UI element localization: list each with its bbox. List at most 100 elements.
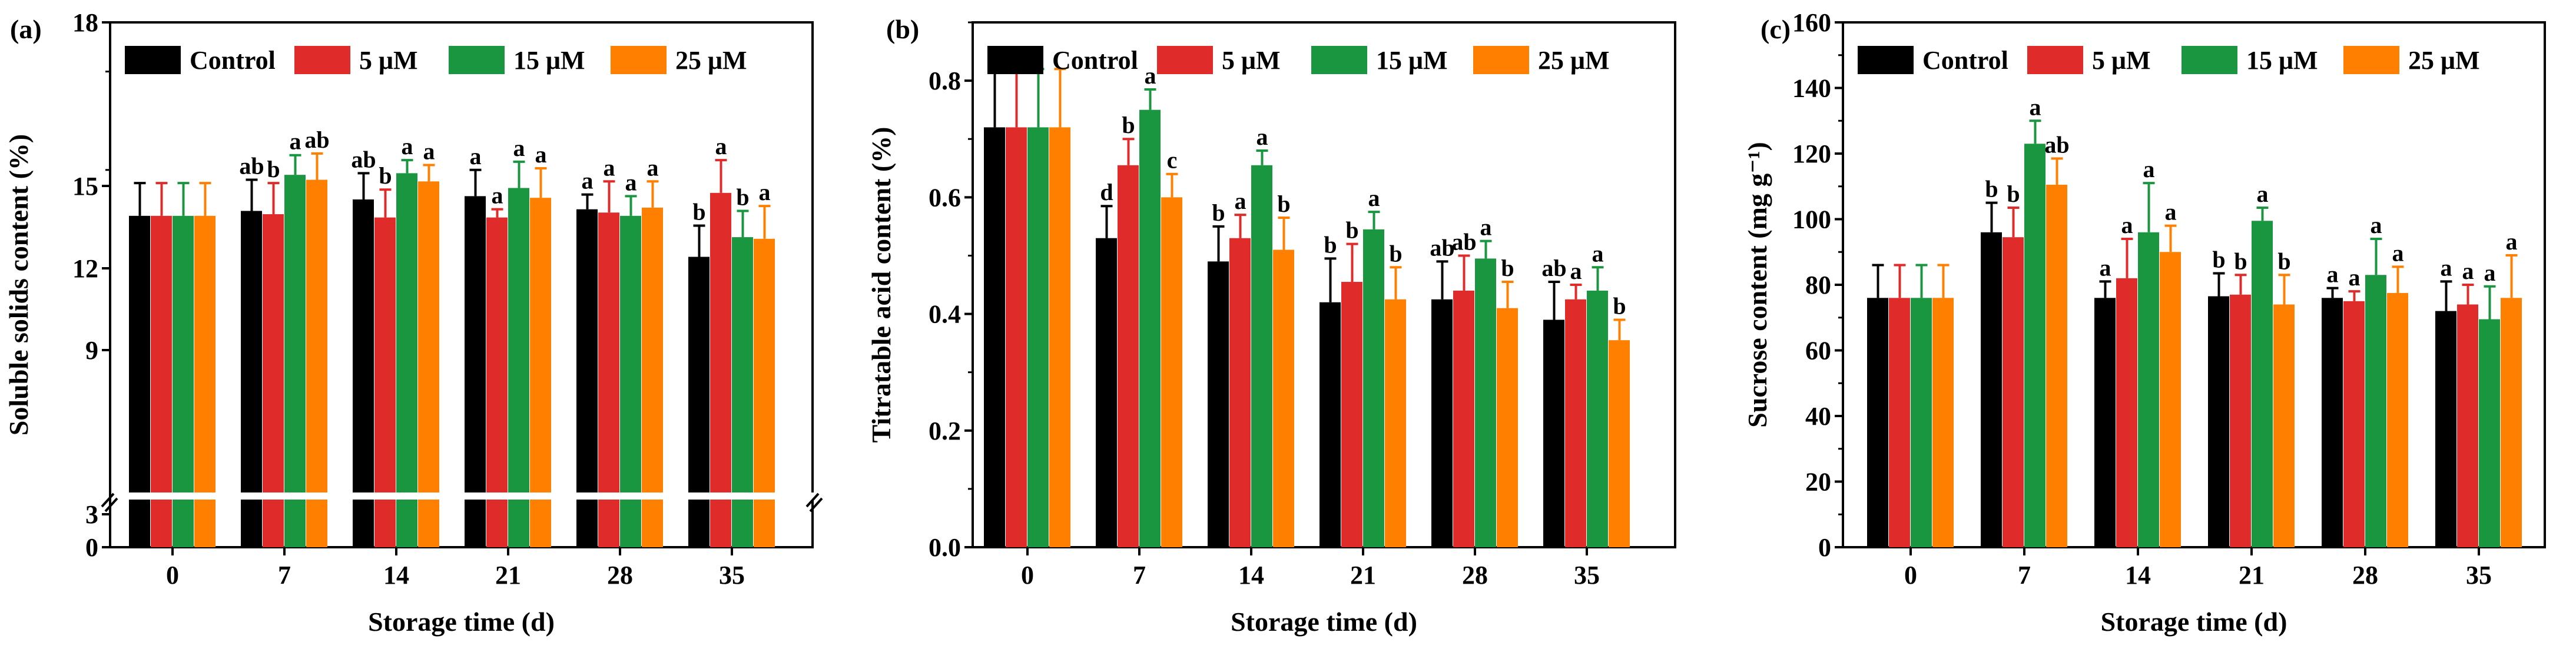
x-tick-label: 14 [383,561,409,590]
bar [2322,298,2343,547]
legend-label: 25 μM [2408,46,2479,75]
y-tick-label: 0 [1818,533,1831,562]
x-tick-label: 28 [607,561,633,590]
x-axis-title: Storage time (d) [2101,607,2287,637]
y-axis-title: Soluble solids content (%) [4,134,34,435]
legend-label: 25 μM [1538,46,1609,75]
bar [1889,298,1910,547]
significance-letter: ab [1430,234,1454,261]
significance-letter: a [2143,156,2155,182]
bar [1363,229,1384,547]
y-tick-label: 100 [1792,205,1831,234]
x-tick-label: 0 [1021,561,1034,590]
significance-letter: b [1389,240,1402,267]
bar [1096,238,1117,547]
bar [1981,232,2002,547]
bar [2094,298,2116,547]
bar [576,209,598,547]
bar [710,192,731,547]
x-tick-label: 35 [719,561,745,590]
legend-label: Control [1922,46,2008,75]
legend-swatch [449,46,505,74]
legend-swatch [1311,46,1367,74]
legend-swatch [1858,46,1914,74]
bar [486,217,508,547]
significance-letter: a [1368,185,1380,211]
y-axis-title: Titratable acid content (%) [866,127,896,442]
significance-letter: a [513,135,525,161]
significance-letter: a [2257,181,2269,207]
significance-letter: ab [1451,228,1476,255]
significance-letter: a [2371,212,2382,238]
significance-letter: a [625,169,637,195]
bar [2435,311,2456,547]
significance-letter: a [647,154,659,181]
bar [263,214,284,547]
significance-letter: b [267,156,280,182]
significance-letter: a [1256,124,1268,150]
significance-letter: a [2121,212,2133,238]
bar [1431,299,1453,547]
bar [1385,299,1406,547]
significance-letter: ab [1541,255,1566,281]
significance-letter: a [423,138,435,164]
bar [151,215,172,547]
x-tick-label: 21 [1350,561,1376,590]
y-tick-label: 9 [85,336,98,365]
bar [194,215,216,547]
significance-letter: b [2277,248,2290,274]
plot-frame [109,21,814,548]
legend-label: 15 μM [1376,46,1447,75]
significance-letter: a [2100,254,2111,281]
legend-swatch [611,46,667,74]
bar [2024,144,2045,547]
significance-letter: b [2007,181,2020,207]
bar [1497,308,1518,547]
significance-letter: a [604,154,615,181]
significance-letter: a [2165,199,2177,225]
y-axis-title: Sucrose content (mg g⁻¹) [1742,142,1772,428]
bar [984,127,1005,547]
legend-label: 15 μM [513,46,585,75]
legend: Control 5 μM 15 μM 25 μM [987,46,1609,75]
bar [1587,290,1608,547]
bar [1565,299,1586,547]
x-axis-title: Storage time (d) [1231,607,1417,637]
axis-break-gap [112,492,811,500]
bar [1049,127,1070,547]
bar [2273,304,2295,547]
bar [1453,290,1474,547]
bar [2479,319,2500,547]
bar [374,217,396,547]
bar [1320,302,1341,547]
significance-letter: a [535,141,547,168]
significance-letter: a [1480,214,1492,241]
significance-letter: a [2506,228,2518,255]
y-tick-label: 12 [72,254,98,283]
significance-letter: a [2484,259,2496,286]
bar [396,173,417,548]
y-tick-label: 140 [1792,74,1831,103]
significance-letter: a [2392,239,2404,266]
significance-letter: b [1324,231,1337,258]
panel-label: (b) [886,14,919,44]
bar [2501,298,2522,547]
bar [1911,298,1932,547]
bar [2457,304,2478,547]
x-tick-label: 7 [1133,561,1146,590]
legend-swatch [1473,46,1529,74]
bar [2252,221,2273,548]
x-tick-label: 0 [166,561,179,590]
bar [1867,298,1888,547]
significance-letter: a [1592,240,1604,267]
bar [1139,109,1161,547]
bar [620,215,641,547]
significance-letter: a [715,133,727,159]
bar [2208,296,2229,547]
significance-letter: b [692,199,705,225]
x-tick-label: 21 [495,561,521,590]
panel-label: (a) [10,14,42,44]
significance-letter: a [1235,188,1246,214]
